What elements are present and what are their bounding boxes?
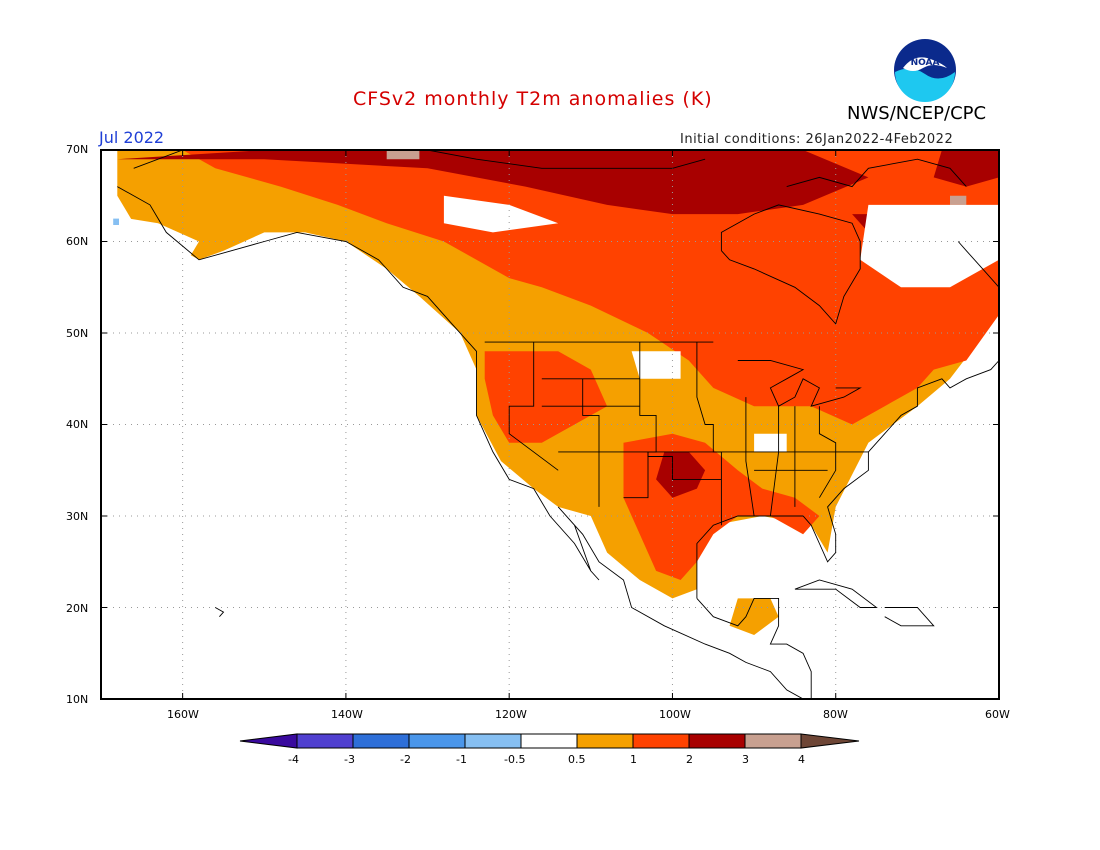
colorbar-segment bbox=[744, 733, 802, 749]
coastline bbox=[696, 360, 999, 599]
colorbar-segment bbox=[520, 733, 578, 749]
lat-label: 40N bbox=[66, 418, 89, 431]
lat-label: 50N bbox=[66, 327, 89, 340]
anomaly-region bbox=[656, 451, 706, 498]
colorbar-label: -2 bbox=[400, 753, 411, 766]
anomaly-region bbox=[386, 150, 420, 160]
axis-ticks bbox=[101, 150, 999, 699]
coastline bbox=[884, 607, 935, 627]
coastline bbox=[508, 342, 559, 471]
lon-label: 140W bbox=[331, 708, 363, 721]
initial-conditions-label: Initial conditions: 26Jan2022-4Feb2022 bbox=[680, 132, 954, 147]
lat-label: 10N bbox=[66, 693, 89, 706]
lon-label: 120W bbox=[495, 708, 527, 721]
anomaly-region bbox=[933, 150, 999, 187]
coastline bbox=[745, 397, 755, 517]
colorbar-segment bbox=[352, 733, 410, 749]
lon-label: 60W bbox=[985, 708, 1010, 721]
anomaly-region bbox=[754, 433, 787, 452]
colorbar-arrow-right bbox=[800, 733, 860, 749]
anomaly-region bbox=[443, 195, 559, 233]
colorbar-label: 3 bbox=[742, 753, 749, 766]
lat-label: 30N bbox=[66, 510, 89, 523]
noaa-logo-text: NOAA bbox=[911, 58, 940, 68]
coastline bbox=[427, 150, 706, 169]
lon-label: 80W bbox=[823, 708, 848, 721]
colorbar-arrow-left bbox=[239, 733, 298, 749]
lon-label: 100W bbox=[659, 708, 691, 721]
coastline bbox=[818, 406, 837, 498]
colorbar-label: -0.5 bbox=[504, 753, 526, 766]
agency-label: NWS/NCEP/CPC bbox=[847, 103, 987, 124]
colorbar-label: 4 bbox=[798, 753, 805, 766]
map-title: CFSv2 monthly T2m anomalies (K) bbox=[353, 88, 713, 110]
coastline bbox=[769, 406, 780, 517]
colorbar-segment bbox=[632, 733, 690, 749]
anomaly-region bbox=[182, 150, 999, 425]
colorbar-label: -1 bbox=[456, 753, 467, 766]
lat-label: 20N bbox=[66, 602, 89, 615]
anomaly-region bbox=[729, 598, 779, 635]
lat-label: 70N bbox=[66, 143, 89, 156]
coastline bbox=[133, 150, 185, 169]
colorbar-label: 0.5 bbox=[568, 753, 586, 766]
colorbar-segment bbox=[688, 733, 746, 749]
coastline bbox=[647, 451, 722, 480]
lon-label: 160W bbox=[167, 708, 199, 721]
coastline bbox=[794, 579, 878, 608]
noaa-logo-icon: NOAA bbox=[894, 39, 956, 102]
coastline-layer bbox=[117, 150, 999, 699]
forecast-month-label: Jul 2022 bbox=[99, 128, 165, 147]
anomaly-region bbox=[484, 351, 608, 443]
anomaly-region bbox=[860, 204, 999, 288]
anomaly-region bbox=[950, 195, 967, 205]
colorbar-segment bbox=[408, 733, 466, 749]
coastline bbox=[582, 378, 600, 507]
coastline bbox=[786, 158, 967, 188]
colorbar-label: 1 bbox=[630, 753, 637, 766]
coastline bbox=[720, 204, 861, 325]
colorbar bbox=[239, 733, 860, 749]
coastline bbox=[696, 342, 722, 526]
coastline bbox=[117, 186, 804, 699]
coastline bbox=[215, 607, 225, 617]
anomaly-region bbox=[113, 218, 119, 225]
coastline bbox=[957, 241, 999, 288]
colorbar-segment bbox=[576, 733, 634, 749]
coastline bbox=[737, 360, 862, 407]
colorbar-label: 2 bbox=[686, 753, 693, 766]
lat-label: 60N bbox=[66, 235, 89, 248]
coastline bbox=[696, 597, 812, 699]
anomaly-region bbox=[631, 351, 681, 379]
colorbar-label: -3 bbox=[344, 753, 355, 766]
colorbar-label: -4 bbox=[288, 753, 299, 766]
colorbar-segment bbox=[464, 733, 522, 749]
colorbar-segment bbox=[296, 733, 354, 749]
